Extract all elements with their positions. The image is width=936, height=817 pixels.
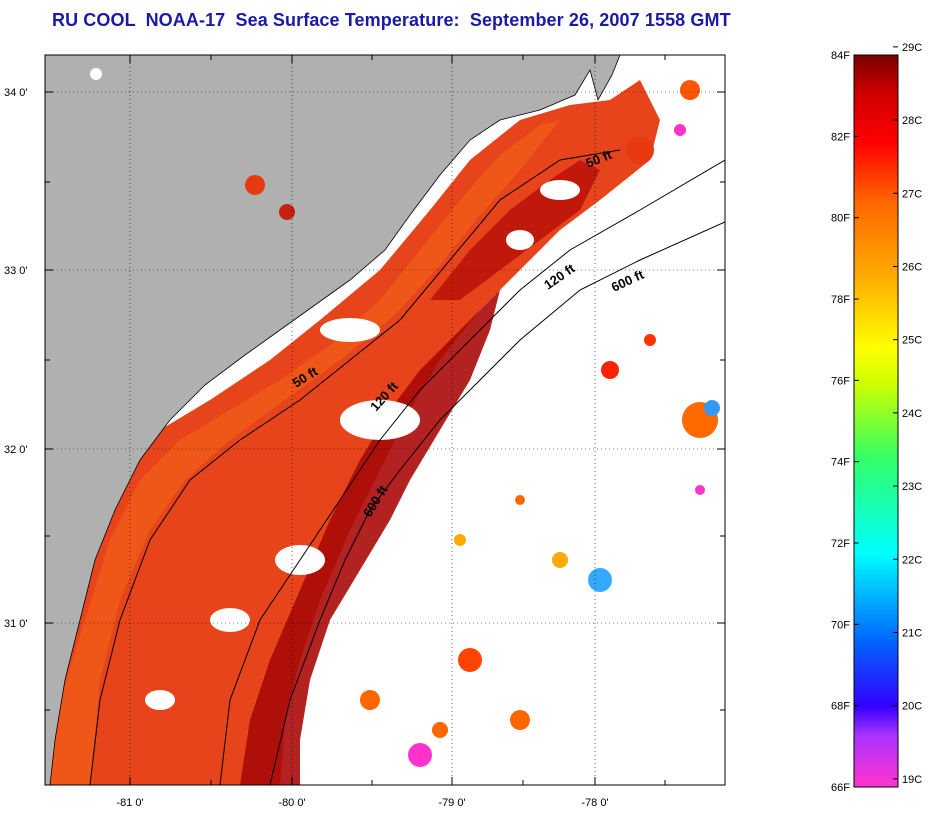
colorbar-ticks [854, 46, 898, 788]
colorbar-f-label: 76F [831, 375, 850, 387]
colorbar-f-label: 74F [831, 457, 850, 469]
land-mass-north [590, 55, 620, 100]
colorbar-c-label: 21C [902, 627, 922, 639]
colorbar-celsius-labels: 29C 28C 27C 26C 25C 24C 23C 22C 21C 20C 19C [902, 42, 922, 786]
lat-label-32: 32 0' [4, 444, 28, 456]
colorbar-fahrenheit-labels: 84F 82F 80F 78F 76F 74F 72F 70F 68F 66F [831, 50, 850, 794]
coastline [49, 55, 621, 785]
colorbar-c-label: 28C [902, 115, 922, 127]
lon-label-79: -79 0' [438, 797, 465, 809]
colorbar-f-label: 66F [831, 782, 850, 794]
colorbar-f-label: 84F [831, 50, 850, 62]
colorbar-c-label: 26C [902, 261, 922, 273]
colorbar-f-label: 78F [831, 294, 850, 306]
land-mass [45, 55, 590, 785]
lat-label-33: 33 0' [4, 265, 28, 277]
lat-label-31: 31 0' [4, 618, 28, 630]
lon-label-81: -81 0' [116, 797, 143, 809]
colorbar-c-label: 19C [902, 774, 922, 786]
graticule [45, 55, 725, 785]
map-title: RU COOL NOAA-17 Sea Surface Temperature:… [52, 10, 731, 30]
axis-ticks [45, 55, 725, 785]
colorbar-f-label: 82F [831, 131, 850, 143]
map-frame [44, 54, 726, 786]
colorbar-c-label: 29C [902, 42, 922, 54]
bathymetry-contours [89, 149, 725, 785]
map-area: 50 ft 120 ft 600 ft 50 ft 120 ft 600 ft [45, 55, 725, 785]
colorbar-c-label: 22C [902, 554, 922, 566]
colorbar-c-label: 20C [902, 701, 922, 713]
lon-label-78: -78 0' [581, 797, 608, 809]
colorbar-c-label: 24C [902, 408, 922, 420]
colorbar [853, 54, 899, 788]
lon-label-80: -80 0' [278, 797, 305, 809]
colorbar-c-label: 27C [902, 188, 922, 200]
colorbar-c-label: 23C [902, 481, 922, 493]
lat-label-34: 34 0' [4, 87, 28, 99]
offshore-sst-patches [90, 68, 720, 767]
colorbar-f-label: 70F [831, 619, 850, 631]
colorbar-f-label: 80F [831, 213, 850, 225]
colorbar-f-label: 68F [831, 701, 850, 713]
colorbar-f-label: 72F [831, 538, 850, 550]
colorbar-c-label: 25C [902, 335, 922, 347]
